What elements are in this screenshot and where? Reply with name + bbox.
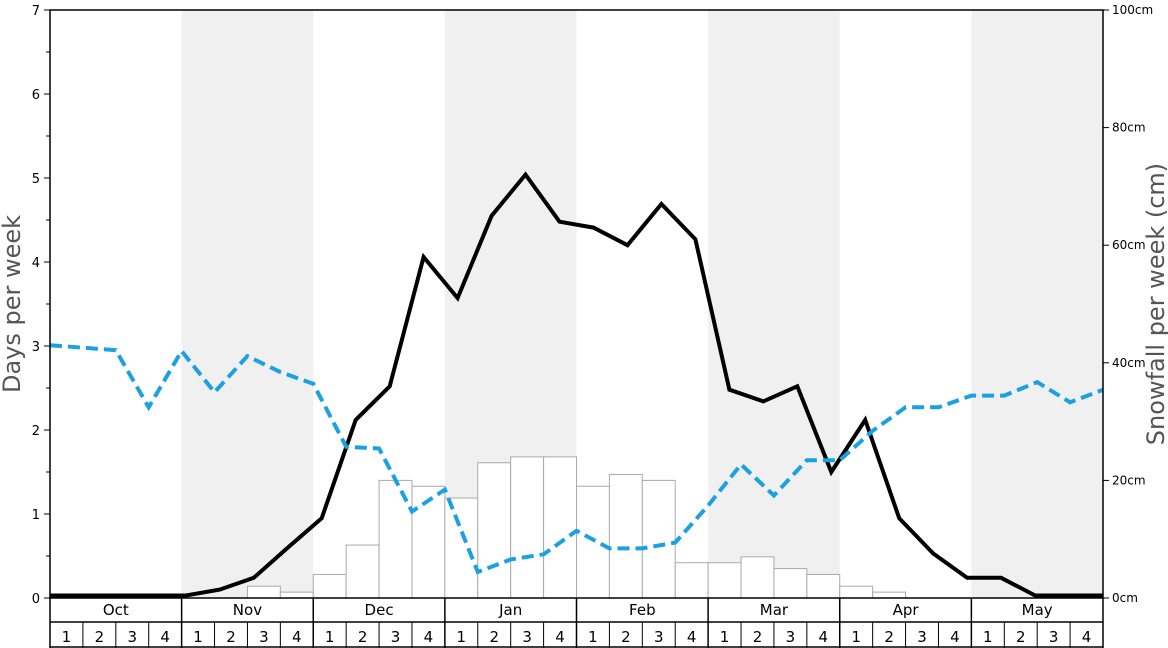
snowfall-bar [411,485,446,599]
week-label: 1 [720,628,730,646]
snowfall-bar [773,568,808,599]
y-right-tick-label: 40cm [1112,356,1146,370]
axes: 0 1 2 3 4 5 6 7 0cm 20cm 40cm 60cm 80cm 100cm [32,3,1153,607]
snowfall-bar [608,474,643,599]
week-label: 3 [259,628,269,646]
week-label: 1 [325,628,335,646]
dashed-line [49,343,1104,575]
week-label: 4 [292,628,302,646]
week-label: 4 [424,628,434,646]
y-right-tick-label: 0cm [1112,591,1138,605]
snowfall-bar [707,562,742,599]
week-label: 2 [753,628,763,646]
solid-line [50,171,1103,598]
snowfall-bar [674,562,709,599]
week-label: 2 [489,628,499,646]
y-axis-left-title: Days per week [0,215,26,393]
month-label-dec: Dec [365,601,394,619]
y-left-tick-label: 1 [32,508,40,523]
month-label-feb: Feb [629,601,656,619]
y-left-tick-label: 7 [32,4,40,19]
week-label: 2 [621,628,631,646]
week-label: 3 [391,628,401,646]
week-label: 3 [522,628,532,646]
week-label: 3 [786,628,796,646]
week-label: 4 [555,628,565,646]
month-week-axis: Oct 1 2 3 4 Nov 1 2 3 4 Dec 1 2 3 4 Jan 1 2 3 4 Feb 1 2 3 4 Mar 1 2… [49,598,1104,648]
y-left-tick-label: 0 [32,592,40,607]
week-label: 4 [1082,628,1092,646]
week-label: 1 [851,628,861,646]
week-label: 2 [358,628,368,646]
week-label: 1 [62,628,72,646]
month-label-mar: Mar [760,601,789,619]
snowfall-bar [839,585,874,599]
week-label: 3 [1049,628,1059,646]
week-label: 4 [950,628,960,646]
shade-band-mar [708,10,840,598]
snowfall-bar [345,544,380,599]
week-label: 3 [127,628,137,646]
snowfall-bar [576,485,610,599]
shade-band-nov [181,10,314,598]
week-label: 2 [226,628,236,646]
month-label-may: May [1022,601,1053,619]
month-label-apr: Apr [893,601,920,619]
shade-band-may [971,10,1103,598]
month-label-jan: Jan [498,601,522,619]
snowfall-bar [641,479,676,599]
week-label: 1 [457,628,467,646]
snowfall-bar [444,497,479,599]
week-label: 1 [193,628,203,646]
snowfall-bar [806,573,841,599]
snowfall-bar [279,591,314,599]
y-left-tick-label: 3 [32,340,40,355]
snowfall-bars [246,456,907,599]
y-right-tick-label: 80cm [1112,121,1146,135]
y-left-tick-label: 5 [32,172,40,187]
month-label-oct: Oct [103,601,129,619]
day-lines [49,171,1104,598]
y-left-tick-label: 6 [32,88,40,103]
week-label: 1 [588,628,598,646]
week-label: 1 [983,628,993,646]
snowfall-bar [312,573,347,599]
week-label: 3 [654,628,664,646]
y-right-tick-label: 20cm [1112,473,1146,487]
snowfall-bar [246,585,281,599]
snowfall-bar [543,456,577,599]
month-shading-bands [181,10,1103,598]
month-label-nov: Nov [233,601,262,619]
week-label: 2 [95,628,105,646]
week-label: 2 [1016,628,1026,646]
snowfall-bar [872,591,907,599]
week-label: 2 [884,628,894,646]
snowfall-bar [740,556,775,599]
y-left-tick-label: 4 [32,256,40,271]
y-right-tick-label: 60cm [1112,238,1146,252]
week-label: 4 [160,628,170,646]
week-label: 3 [917,628,927,646]
y-axis-right-title: Snowfall per week (cm) [1142,163,1168,445]
y-left-tick-label: 2 [32,424,40,439]
week-label: 4 [819,628,829,646]
snowfall-bar [510,456,545,599]
snowfall-bar [477,462,512,599]
y-right-tick-label: 100cm [1112,3,1153,17]
week-label: 4 [687,628,697,646]
